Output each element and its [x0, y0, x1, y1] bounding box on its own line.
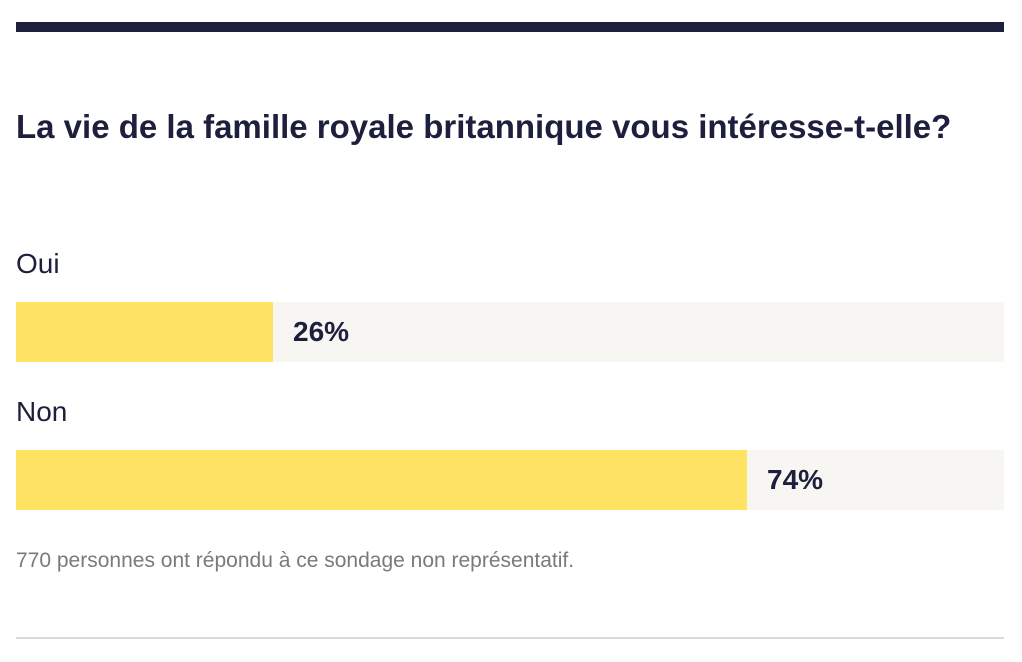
bottom-divider — [16, 637, 1004, 639]
option-label: Oui — [16, 248, 60, 279]
bar-track: 26% — [16, 302, 1004, 362]
top-divider — [16, 22, 1004, 32]
bar-track: 74% — [16, 450, 1004, 510]
poll-footnote: 770 personnes ont répondu à ce sondage n… — [16, 549, 575, 572]
option-label: Non — [16, 396, 68, 427]
bar-fill — [16, 302, 273, 362]
bar-value-label: 74% — [767, 464, 824, 495]
bar-value-label: 26% — [293, 316, 350, 347]
bar-fill — [16, 450, 747, 510]
poll-question: La vie de la famille royale britannique … — [16, 108, 952, 145]
